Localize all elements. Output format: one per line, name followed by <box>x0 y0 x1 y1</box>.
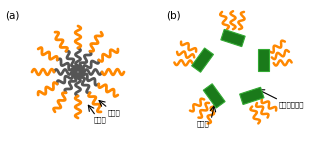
Text: (a): (a) <box>5 10 20 20</box>
Polygon shape <box>221 29 245 47</box>
Polygon shape <box>192 48 213 72</box>
Polygon shape <box>258 49 269 71</box>
Text: 湾曲型パネル: 湾曲型パネル <box>279 101 305 108</box>
Text: 親水性: 親水性 <box>94 116 107 123</box>
Polygon shape <box>203 84 225 108</box>
Text: 親水性: 親水性 <box>197 120 210 127</box>
Text: (b): (b) <box>166 10 180 20</box>
Text: 疎水性: 疎水性 <box>108 109 121 116</box>
Polygon shape <box>240 87 264 104</box>
